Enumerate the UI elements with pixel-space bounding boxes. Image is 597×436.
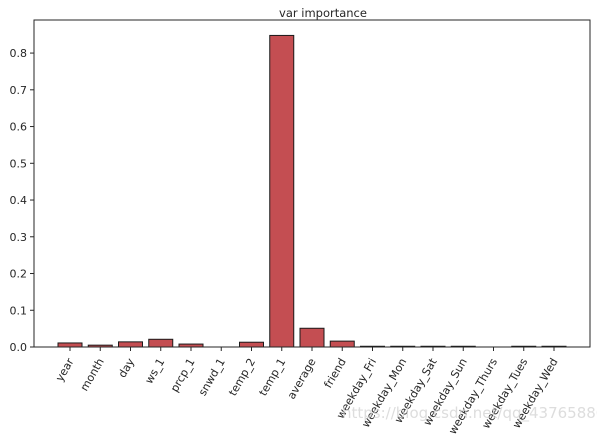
bars-group — [57, 34, 567, 348]
bar-year — [57, 342, 83, 348]
y-tick-label: 0.2 — [10, 268, 28, 281]
y-tick-label: 0.0 — [10, 341, 28, 354]
y-tick-label: 0.5 — [10, 157, 28, 170]
watermark-text: https://blog.csdn.net/qq_43765880 — [342, 404, 597, 422]
y-tick-label: 0.7 — [10, 84, 28, 97]
bar-friend — [329, 340, 355, 348]
y-tick-label: 0.4 — [10, 194, 28, 207]
x-tick-label: temp_1 — [256, 356, 288, 398]
y-axis: 0.0 0.1 0.2 0.3 0.4 0.5 0.6 0.7 0.8 — [10, 47, 34, 354]
x-tick-label: average — [285, 356, 319, 402]
x-tick-label: month — [78, 356, 107, 393]
x-tick-label: temp_2 — [226, 356, 258, 398]
x-tick-label: day — [116, 356, 138, 380]
y-tick-label: 0.3 — [10, 231, 28, 244]
chart-title: var importance — [279, 6, 367, 20]
x-tick-label: prcp_1 — [168, 356, 198, 394]
bar-average — [299, 327, 325, 348]
y-tick-label: 0.8 — [10, 47, 28, 60]
x-axis: year month day ws_1 prcp_1snwd_1temp_2temp_1… — [53, 347, 561, 436]
bar-day — [118, 341, 143, 348]
y-tick-label: 0.6 — [10, 121, 28, 134]
y-tick-label: 0.1 — [10, 304, 28, 317]
bar-ws-1 — [148, 338, 174, 348]
bar-temp-1 — [269, 34, 295, 348]
x-tick-label: year — [53, 356, 77, 384]
bar-temp-2 — [239, 341, 264, 348]
plot-frame — [33, 19, 591, 348]
x-tick-label: ws_1 — [142, 356, 167, 386]
x-tick-label: friend — [321, 356, 348, 390]
x-tick-label: snwd_1 — [196, 356, 228, 398]
